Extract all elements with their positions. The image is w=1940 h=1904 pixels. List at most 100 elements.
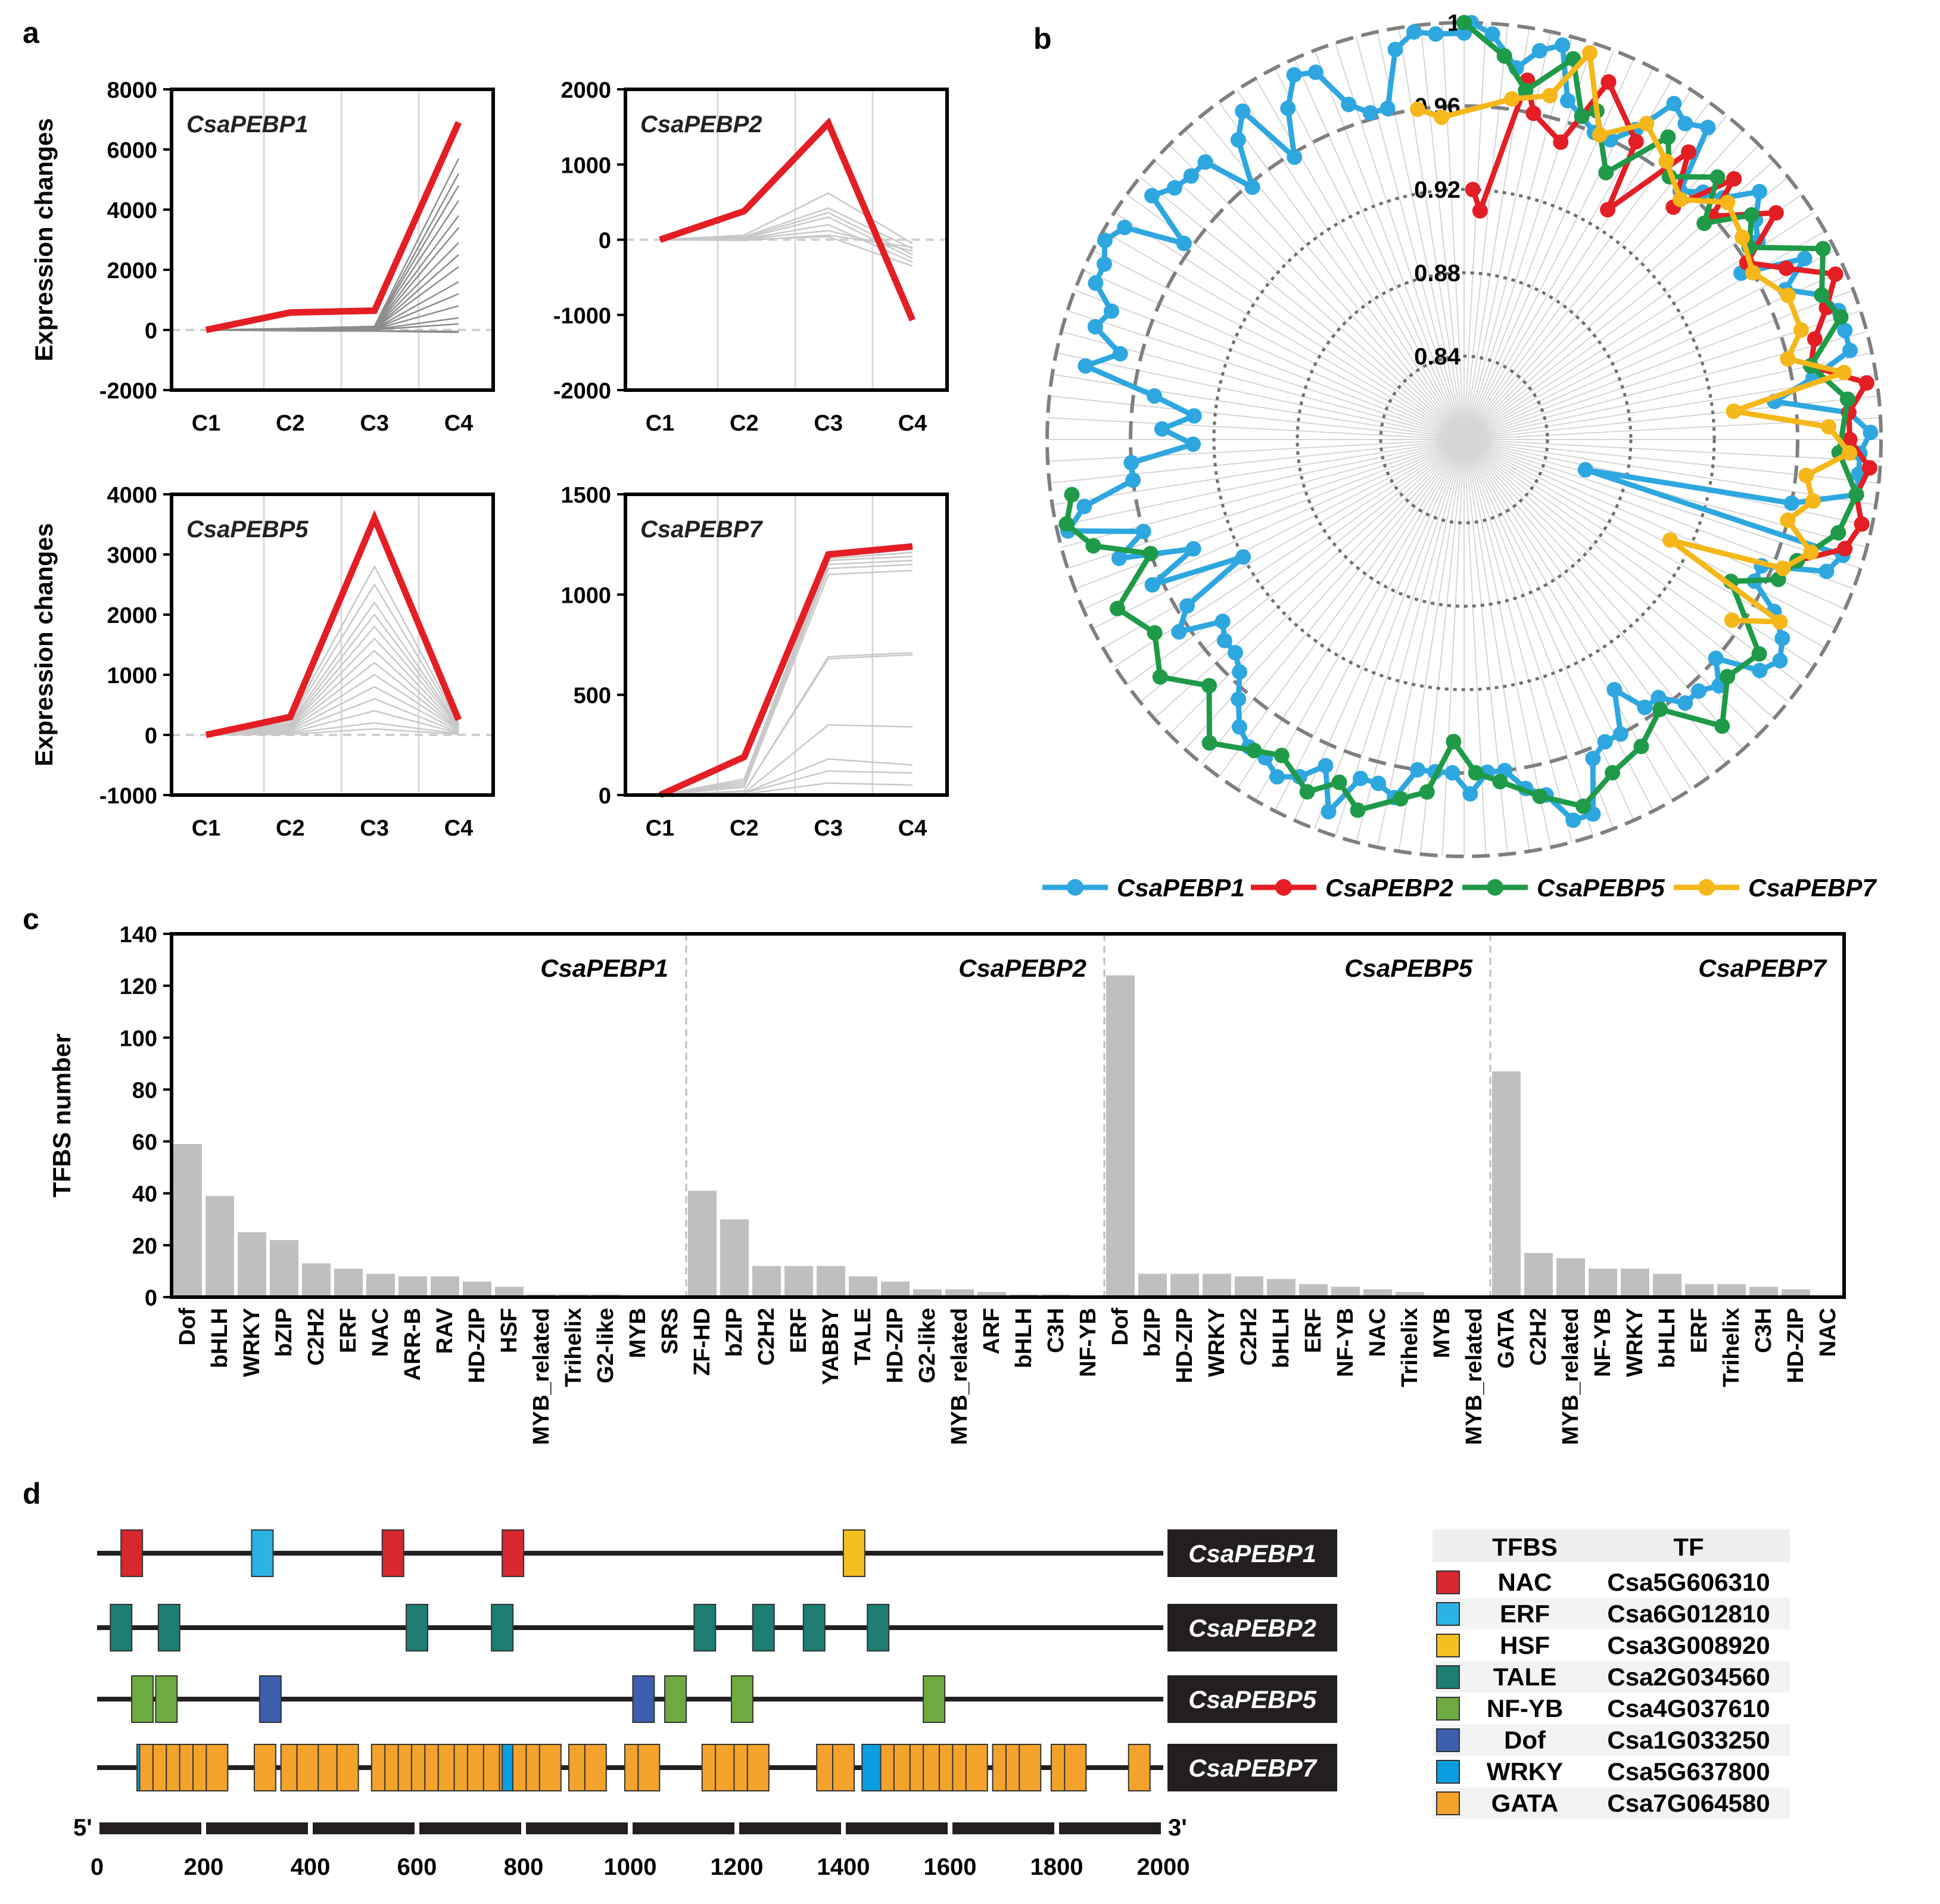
bar	[1106, 975, 1135, 1297]
radar-point	[1123, 455, 1139, 471]
radar-point	[1720, 669, 1736, 685]
background-series-line	[659, 563, 913, 796]
radar-point	[1456, 15, 1472, 30]
radar-spoke	[1463, 439, 1879, 484]
scale-segment	[526, 1822, 628, 1834]
radar-point	[1600, 74, 1617, 90]
x-tick-label: MYB_related	[529, 1308, 554, 1445]
x-tick-label: HD-ZIP	[1172, 1308, 1197, 1383]
legend-tf-id: Csa3G008920	[1607, 1631, 1770, 1659]
radar-spoke	[1047, 417, 1465, 440]
radar-point	[1147, 625, 1163, 641]
legend-label: CsaPEBP7	[1748, 874, 1877, 902]
bar	[1170, 1273, 1199, 1297]
legend-swatch	[1436, 1760, 1460, 1784]
legend-tfbs-name: TALE	[1493, 1663, 1557, 1691]
scale-segment	[99, 1822, 201, 1834]
radar-point	[1183, 168, 1199, 184]
tfbs-box-GATA	[538, 1744, 562, 1791]
radar-point	[1735, 229, 1751, 245]
radar-point	[1597, 734, 1613, 750]
legend-label: CsaPEBP5	[1537, 874, 1665, 902]
x-tick-label: C3	[360, 816, 389, 841]
tfbs-box-WRKY	[861, 1744, 885, 1791]
radar-spoke	[1334, 439, 1465, 837]
radar-spoke	[1083, 269, 1465, 440]
radar-spoke	[1463, 417, 1881, 440]
bar	[688, 1191, 717, 1297]
radar-point	[1371, 775, 1387, 791]
y-tick-label: 4000	[107, 483, 157, 508]
radar-spoke	[1154, 160, 1465, 440]
gene-label-box	[1167, 1675, 1337, 1723]
line-chart-CsaPEBP5: CsaPEBP5 4000 3000 2000 1000 0 -1000 C1 C2 C3 C4 Ex…	[30, 483, 495, 841]
radar-point	[1318, 758, 1334, 774]
x-tick-label: C4	[898, 411, 927, 436]
radar-point	[1780, 351, 1796, 367]
radar-point	[1350, 802, 1366, 818]
radar-point	[1606, 682, 1623, 698]
radar-point	[1444, 765, 1461, 781]
y-tick-label: -1000	[553, 304, 611, 329]
legend-row-bg	[1433, 1787, 1790, 1819]
bar	[1717, 1284, 1746, 1297]
radar-spoke	[1314, 50, 1465, 440]
radar-point	[1639, 116, 1655, 132]
radar-spoke	[1075, 439, 1465, 590]
panel-label-c: c	[23, 902, 39, 936]
radar-point	[1064, 487, 1080, 503]
radar-point	[1362, 105, 1378, 121]
radar-point	[1321, 803, 1337, 819]
bar	[238, 1232, 266, 1297]
tfbs-box-Dof	[259, 1675, 282, 1723]
radar-ring	[1379, 354, 1549, 525]
radar-point	[1821, 419, 1837, 435]
tfbs-box-TALE	[110, 1604, 133, 1651]
radar-point	[1768, 205, 1784, 221]
background-series-line	[659, 556, 913, 796]
group-title: CsaPEBP1	[540, 954, 668, 982]
x-tick-label: NAC	[1816, 1308, 1841, 1357]
legend-swatch	[1436, 1791, 1460, 1815]
x-tick-label: bHLH	[1011, 1308, 1036, 1368]
radar-point	[1658, 153, 1674, 169]
tfbs-box-GATA	[336, 1744, 359, 1791]
tfbs-box-TALE	[157, 1604, 180, 1651]
y-axis-label: Expression changes	[30, 523, 58, 766]
radar-point	[1380, 101, 1396, 117]
legend-tf-id: Csa1G033250	[1607, 1726, 1770, 1754]
x-tick-label: GATA	[1494, 1308, 1519, 1369]
radar-spoke	[1463, 58, 1634, 440]
x-tick-label: C2	[276, 411, 305, 436]
radar-point	[1605, 765, 1621, 781]
radar-point	[1496, 48, 1512, 64]
panel-label-a: a	[23, 16, 40, 49]
bar-group-CsaPEBP2: ZF-HD bZIP C2H2 ERF YABBY TALE HD-ZIP G2-like MY…	[688, 954, 1101, 1445]
tfbs-box-TALE	[867, 1604, 890, 1651]
radar-spoke	[1463, 250, 1836, 440]
radar-ring-label: 0.88	[1414, 260, 1461, 286]
radar-point	[1144, 577, 1160, 593]
bar	[302, 1263, 331, 1297]
y-tick-label: 80	[132, 1078, 157, 1103]
legend-marker	[1275, 879, 1292, 896]
tfbs-box-NAC	[502, 1529, 525, 1577]
radar-spoke	[1047, 439, 1465, 462]
radar-point	[1726, 171, 1742, 187]
radar-point	[1410, 101, 1426, 117]
radar-point	[1103, 303, 1119, 319]
radar-point	[1673, 191, 1689, 207]
bar	[1556, 1258, 1585, 1297]
radar-spoke	[1463, 23, 1487, 440]
radar-spoke	[1049, 439, 1465, 484]
radar-spoke	[1463, 439, 1876, 506]
y-tick-label: 1000	[107, 663, 157, 688]
x-tick-label: Trihelix	[561, 1308, 586, 1387]
bar	[431, 1276, 459, 1297]
radar-spoke	[1314, 439, 1465, 829]
scale-tick-label: 200	[184, 1854, 224, 1880]
radar-spoke	[1463, 439, 1814, 668]
radar-point	[1752, 183, 1768, 200]
gene-label: CsaPEBP2	[1188, 1614, 1316, 1642]
radar-point	[1518, 83, 1534, 99]
